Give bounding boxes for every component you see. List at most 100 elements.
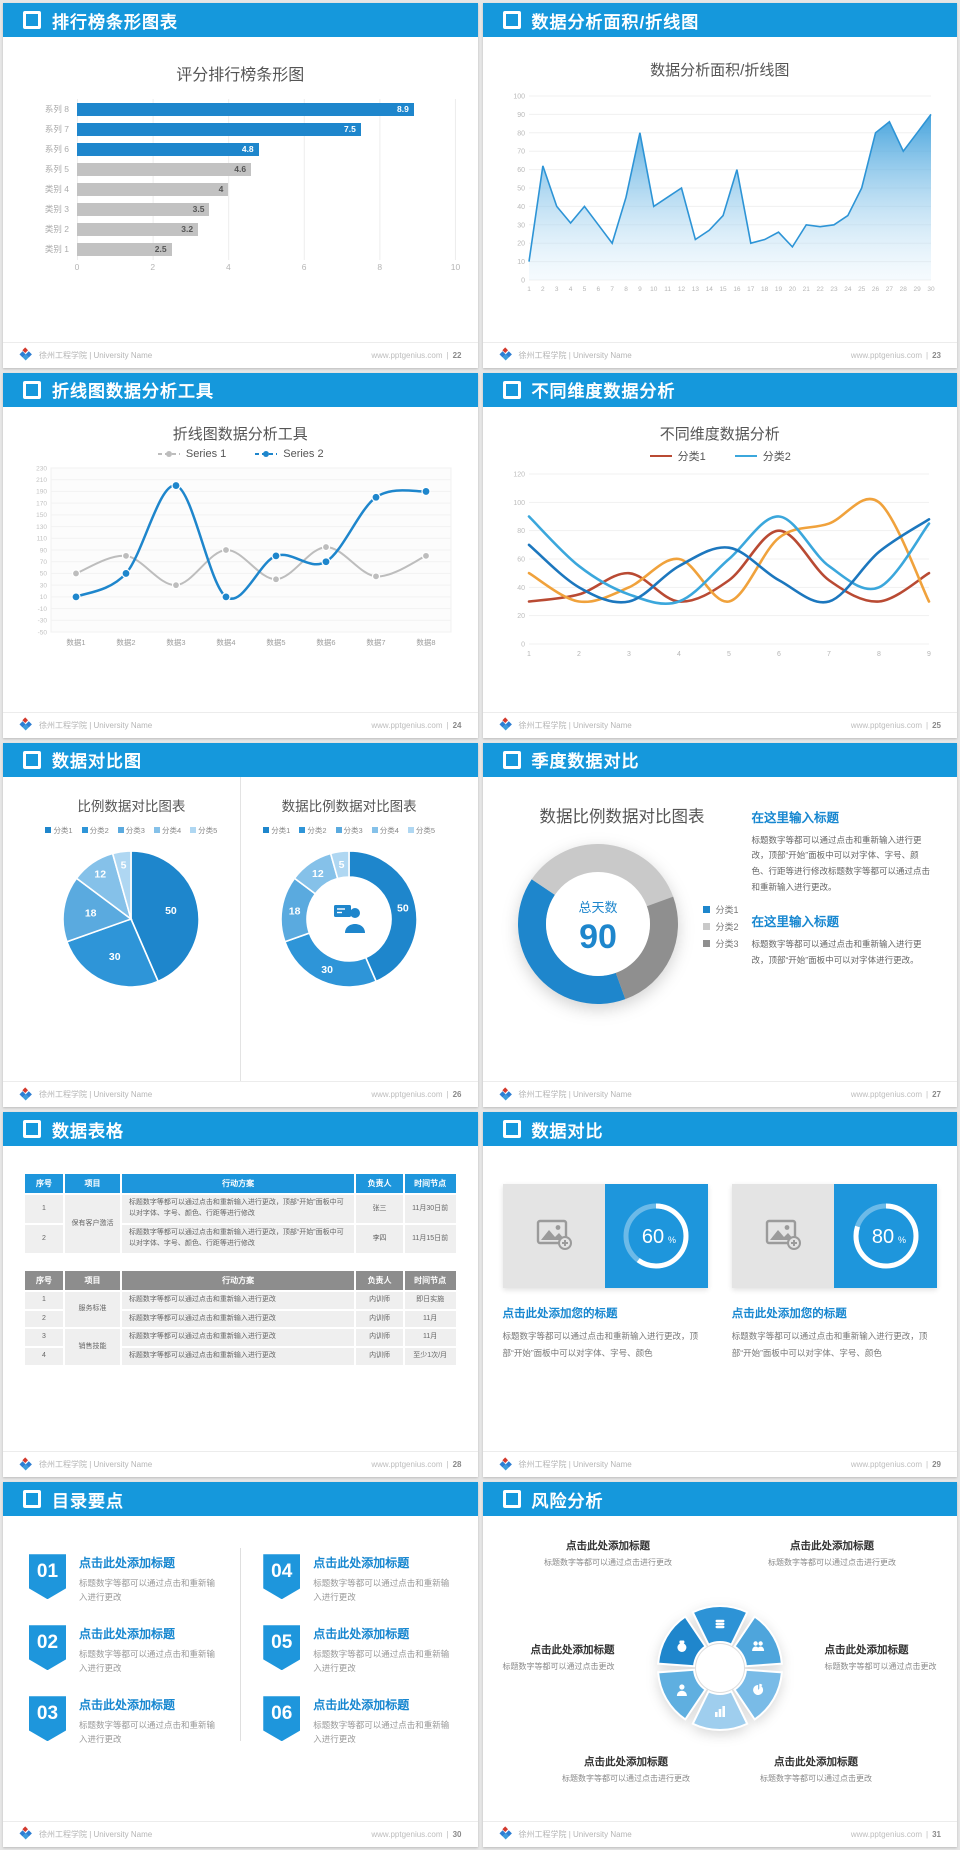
square-outline-icon — [23, 380, 41, 399]
x-axis-tick: 10 — [450, 262, 461, 272]
bar-value-label: 3.5 — [192, 204, 205, 214]
slide-body: 比例数据对比图表 分类1 分类2 分类3 分类4 分类5 50 30 18 12 5 数据比例数… — [3, 776, 478, 1082]
square-outline-icon — [23, 11, 41, 29]
toc-item-title: 点击此处添加标题 — [313, 1556, 410, 1571]
school-logo-icon — [498, 347, 513, 363]
svg-text:150: 150 — [36, 512, 47, 519]
legend-label: 分类2 — [715, 921, 739, 932]
table-header-cell: 负责人 — [356, 1270, 403, 1290]
toc-item: 01 点击此处添加标题 标题数字等都可以通过点击和重新输入进行更改 — [29, 1554, 217, 1604]
legend-item: 分类1 — [45, 825, 73, 836]
table-header-cell: 行动方案 — [121, 1174, 355, 1194]
svg-text:2: 2 — [577, 651, 581, 658]
square-outline-icon — [502, 11, 521, 29]
square-outline-icon — [23, 1120, 41, 1139]
svg-text:170: 170 — [36, 500, 47, 507]
svg-text:30: 30 — [40, 582, 48, 589]
svg-text:-10: -10 — [38, 606, 48, 613]
chart-title: 数据分析面积/折线图 — [650, 62, 790, 79]
svg-text:14: 14 — [705, 286, 713, 293]
chart-legend: 分类1 分类2 分类3 — [703, 899, 738, 954]
chart-title: 折线图数据分析工具 — [172, 425, 308, 443]
svg-text:4: 4 — [568, 286, 572, 293]
svg-text:40: 40 — [517, 585, 525, 592]
toc-item-text: 标题数字等都可以通过点击和重新输入进行更改 — [313, 1578, 450, 1603]
svg-text:30: 30 — [321, 964, 333, 976]
bar-value-label: 4.8 — [241, 144, 254, 154]
bar-category-label: 系列 7 — [44, 124, 69, 134]
image-placeholder — [731, 1184, 835, 1289]
toc-number-badge: 01 — [29, 1554, 66, 1600]
bar: 8.9 — [77, 102, 414, 116]
card-text: 标题数字等都可以通过点击和重新输入进行更改，顶部“开始”面板中可以对字体、字号、… — [502, 1331, 699, 1358]
svg-text:60: 60 — [517, 556, 525, 563]
risk-block-top-right: 点击此处添加标题 标题数字等都可以通过点击进行更改 — [755, 1538, 910, 1569]
card-text: 标题数字等都可以通过点击和重新输入进行更改，顶部“开始”面板中可以对字体、字号、… — [731, 1331, 928, 1358]
toc-item-body: 点击此处添加标题 标题数字等都可以通过点击和重新输入进行更改 — [79, 1696, 217, 1746]
table-header-cell: 负责人 — [356, 1174, 403, 1194]
cell-time: 11月 — [404, 1310, 456, 1328]
page-number: 30 — [452, 1829, 462, 1839]
school-name: 徐州工程学院 | University Name — [518, 350, 632, 360]
slide-header-title: 折线图数据分析工具 — [52, 382, 214, 402]
risk-block-mid-left: 点击此处添加标题 标题数字等都可以通过点击更改 — [503, 1642, 615, 1673]
percent-card: 60% 点击此处添加您的标题 标题数字等都可以通过点击和重新输入进行更改，顶部“… — [502, 1184, 708, 1361]
svg-text:9: 9 — [638, 286, 642, 293]
slide-header: 数据分析面积/折线图 — [482, 3, 957, 37]
cell-no: 1 — [25, 1195, 64, 1224]
cell-plan: 标题数字等都可以通过点击和重新输入进行更改 — [121, 1291, 355, 1309]
site-url: www.pptgenius.com — [371, 1829, 443, 1839]
svg-text:110: 110 — [37, 535, 48, 542]
legend-item: Series 1 — [157, 448, 226, 460]
bar: 2.5 — [77, 242, 172, 256]
action-table-blue: 序号 项目 行动方案 负责人 时间节点 1 保有客户激活 标题数字等都可以通过点击和重新输入进… — [23, 1172, 458, 1254]
days-donut-chart: 总天数 90 — [505, 831, 691, 1022]
slide-header: 目录要点 — [3, 1482, 478, 1517]
risk-block-text: 标题数字等都可以通过点击进行更改 — [768, 1558, 896, 1568]
legend-swatch — [407, 826, 414, 833]
x-axis-tick: 0 — [74, 262, 80, 272]
legend-swatch — [703, 939, 711, 947]
text-block-title: 在这里输入标题 — [751, 810, 839, 825]
legend-item: 分类5 — [407, 825, 435, 836]
bar-track: 3.2 — [77, 222, 456, 236]
cell-no: 2 — [25, 1310, 64, 1328]
slide-area-chart: 数据分析面积/折线图 数据分析面积/折线图 0 10 20 30 40 50 60 70 80 9… — [482, 3, 957, 368]
legend-item: 分类1 — [649, 448, 706, 464]
table-header-cell: 项目 — [65, 1174, 120, 1194]
site-url: www.pptgenius.com — [371, 1090, 443, 1100]
slide-body: 01 点击此处添加标题 标题数字等都可以通过点击和重新输入进行更改 02 点击此处添加标… — [3, 1516, 478, 1821]
svg-text:25: 25 — [858, 286, 866, 293]
slide-footer: 徐州工程学院 | University Name www.pptgenius.c… — [482, 1081, 957, 1107]
slide-percent-compare: 数据对比 60% 点击此处添加您的标题 标题数字等都可以通过点击和重新输入进行更… — [482, 1112, 957, 1478]
toc-item-title: 点击此处添加标题 — [313, 1698, 410, 1713]
vertical-divider — [240, 1548, 242, 1742]
svg-text:30: 30 — [517, 222, 525, 229]
svg-text:4: 4 — [677, 651, 681, 658]
svg-text:11: 11 — [664, 286, 671, 293]
legend-label: 分类3 — [715, 938, 739, 949]
bar-category-label: 类别 1 — [44, 244, 69, 254]
cell-plan: 标题数字等都可以通过点击和重新输入进行更改，顶部“开始”面板中可以对字体、字号、… — [121, 1195, 355, 1224]
bar-track: 4 — [77, 182, 456, 196]
cell-time: 11月15日前 — [404, 1225, 456, 1253]
legend-label: 分类2 — [307, 825, 327, 835]
svg-text:总天数: 总天数 — [579, 900, 618, 915]
slide-footer: 徐州工程学院 | University Name www.pptgenius.c… — [3, 711, 478, 738]
svg-text:80: 80 — [872, 1226, 894, 1248]
risk-block-title: 点击此处添加标题 — [530, 1644, 615, 1657]
square-outline-icon — [502, 750, 521, 769]
bar: 3.5 — [77, 202, 210, 216]
slide-footer: 徐州工程学院 | University Name www.pptgenius.c… — [3, 1820, 478, 1847]
bar-value-label: 4 — [218, 184, 224, 194]
site-url: www.pptgenius.com — [850, 720, 923, 730]
svg-text:数据3: 数据3 — [166, 637, 185, 647]
slide-header-title: 数据分析面积/折线图 — [531, 12, 700, 32]
svg-text:6: 6 — [777, 651, 781, 658]
svg-text:10: 10 — [650, 286, 658, 293]
bar-row: 类别 4 4 — [23, 179, 458, 199]
square-outline-icon — [502, 1490, 521, 1509]
svg-text:20: 20 — [788, 286, 796, 293]
cell-plan: 标题数字等都可以通过点击和重新输入进行更改，顶部“开始”面板中可以对字体、字号、… — [121, 1225, 355, 1253]
bar-category-label: 系列 5 — [44, 164, 69, 174]
